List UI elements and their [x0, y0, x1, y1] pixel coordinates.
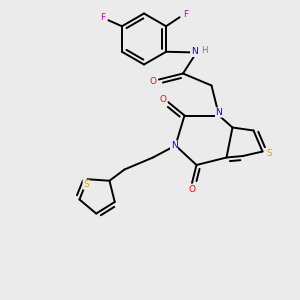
- Text: N: N: [191, 47, 197, 56]
- Text: O: O: [149, 76, 157, 85]
- Text: N: N: [216, 108, 222, 117]
- Text: S: S: [83, 180, 89, 189]
- Text: F: F: [100, 13, 105, 22]
- Text: N: N: [171, 141, 177, 150]
- Text: S: S: [266, 148, 272, 158]
- Text: O: O: [160, 94, 167, 103]
- Text: F: F: [183, 10, 188, 19]
- Text: H: H: [201, 46, 207, 55]
- Text: O: O: [188, 184, 196, 194]
